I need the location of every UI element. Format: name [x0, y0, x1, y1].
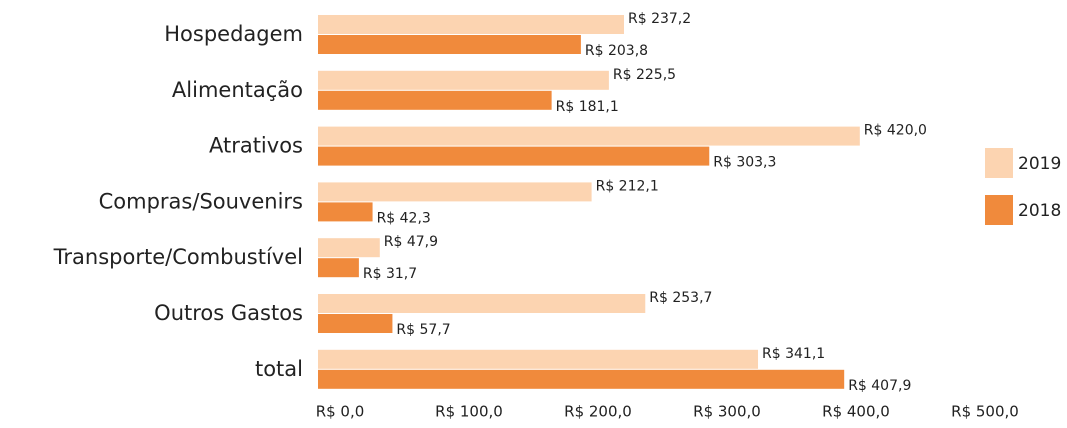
value-label: R$ 31,7 [363, 266, 417, 282]
x-tick-label: R$ 400,0 [822, 403, 890, 421]
category-label: Outros Gastos [154, 301, 303, 325]
category-label: total [255, 357, 303, 381]
bar [318, 35, 581, 54]
x-tick-label: R$ 200,0 [564, 403, 632, 421]
bar [318, 238, 380, 258]
legend-label: 2018 [1018, 201, 1061, 221]
bar [318, 126, 860, 146]
category-label: Compras/Souvenirs [99, 189, 303, 213]
bar [318, 258, 359, 278]
value-label: R$ 212,1 [596, 178, 659, 194]
x-tick-label: R$ 500,0 [951, 403, 1019, 421]
bar [318, 70, 609, 90]
legend-label: 2019 [1018, 154, 1061, 174]
bar [318, 182, 592, 202]
value-label: R$ 407,9 [848, 378, 911, 394]
bar [318, 146, 710, 166]
value-label: R$ 181,1 [556, 99, 619, 115]
value-label: R$ 203,8 [585, 43, 648, 59]
value-label: R$ 57,7 [396, 322, 450, 338]
bar [318, 90, 552, 110]
bar [318, 314, 393, 333]
x-tick-label: R$ 0,0 [316, 403, 365, 421]
bar [318, 294, 646, 313]
value-label: R$ 303,3 [713, 155, 776, 171]
category-label: Alimentação [172, 78, 303, 102]
category-label: Hospedagem [164, 22, 303, 46]
category-label: Atrativos [209, 134, 303, 158]
x-tick-label: R$ 300,0 [693, 403, 761, 421]
value-label: R$ 42,3 [377, 210, 431, 226]
bar [318, 202, 373, 222]
category-label: Transporte/Combustível [53, 245, 303, 269]
x-tick-label: R$ 100,0 [435, 403, 503, 421]
bar [318, 349, 759, 369]
value-label: R$ 341,1 [762, 346, 825, 362]
bar [318, 369, 845, 389]
value-label: R$ 47,9 [384, 234, 438, 250]
legend-swatch [985, 195, 1013, 225]
value-label: R$ 253,7 [649, 290, 712, 306]
value-label: R$ 225,5 [613, 67, 676, 83]
value-label: R$ 237,2 [628, 11, 691, 27]
legend-swatch [985, 148, 1013, 178]
value-label: R$ 420,0 [864, 123, 927, 139]
bar [318, 15, 624, 34]
